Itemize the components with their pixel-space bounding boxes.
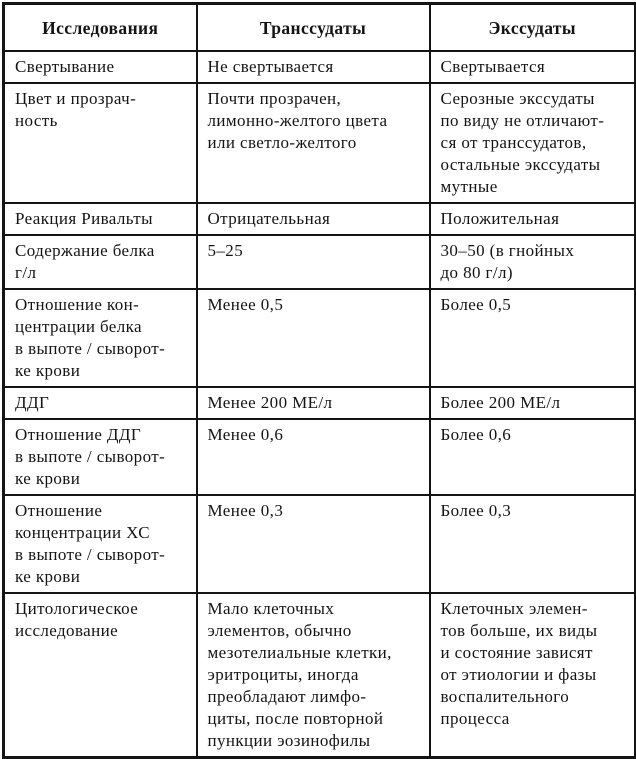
exudates-cell: Клеточных элемен- тов больше, их виды и … bbox=[428, 592, 636, 759]
transudates-cell: Менее 0,6 bbox=[195, 418, 431, 496]
exudates-cell: Свертывается bbox=[428, 50, 636, 84]
table-row: ДДГ Менее 200 МЕ/л Более 200 МЕ/л bbox=[2, 386, 636, 420]
exudates-cell: Более 0,6 bbox=[428, 418, 636, 496]
study-name-cell: Цитологическое исследование bbox=[2, 592, 198, 759]
exudates-cell: Более 0,5 bbox=[428, 288, 636, 388]
transudates-cell: Отрицателььная bbox=[195, 202, 431, 236]
exudates-cell: Более 200 МЕ/л bbox=[428, 386, 636, 420]
table-row: Свертывание Не свертывается Свертывается bbox=[2, 50, 636, 84]
study-name-cell: Содержание белка г/л bbox=[2, 234, 198, 290]
exudates-cell: Серозные экссудаты по виду не отличают- … bbox=[428, 82, 636, 204]
column-header-transudates: Транссудаты bbox=[195, 2, 431, 52]
study-name-cell: Свертывание bbox=[2, 50, 198, 84]
transudates-cell: Почти прозрачен, лимонно-желтого цвета и… bbox=[195, 82, 431, 204]
transudates-cell: Не свертывается bbox=[195, 50, 431, 84]
table-row: Отношение ДДГ в выпоте / сыворот- ке кро… bbox=[2, 418, 636, 496]
transudates-cell: 5–25 bbox=[195, 234, 431, 290]
column-header-exudates: Экссудаты bbox=[428, 2, 636, 52]
exudates-cell: Положительная bbox=[428, 202, 636, 236]
study-name-cell: Отношение ДДГ в выпоте / сыворот- ке кро… bbox=[2, 418, 198, 496]
transudates-cell: Менее 0,3 bbox=[195, 494, 431, 594]
exudates-cell: Более 0,3 bbox=[428, 494, 636, 594]
study-name-cell: Цвет и прозрач- ность bbox=[2, 82, 198, 204]
study-name-cell: Отношение кон- центрации белка в выпоте … bbox=[2, 288, 198, 388]
study-name-cell: ДДГ bbox=[2, 386, 198, 420]
study-name-cell: Реакция Ривальты bbox=[2, 202, 198, 236]
table-row: Содержание белка г/л 5–25 30–50 (в гнойн… bbox=[2, 234, 636, 290]
study-name-cell: Отношение концентрации ХС в выпоте / сыв… bbox=[2, 494, 198, 594]
transudates-cell: Менее 200 МЕ/л bbox=[195, 386, 431, 420]
table-row: Цитологическое исследование Мало клеточн… bbox=[2, 592, 636, 759]
exudates-cell: 30–50 (в гнойных до 80 г/л) bbox=[428, 234, 636, 290]
table-row: Отношение концентрации ХС в выпоте / сыв… bbox=[2, 494, 636, 594]
header-row: Исследования Транссудаты Экссудаты bbox=[2, 2, 636, 52]
table-row: Реакция Ривальты Отрицателььная Положите… bbox=[2, 202, 636, 236]
column-header-studies: Исследования bbox=[2, 2, 198, 52]
table-row: Отношение кон- центрации белка в выпоте … bbox=[2, 288, 636, 388]
table-row: Цвет и прозрач- ность Почти прозрачен, л… bbox=[2, 82, 636, 204]
transudates-cell: Менее 0,5 bbox=[195, 288, 431, 388]
transudates-cell: Мало клеточных элементов, обычно мезотел… bbox=[195, 592, 431, 759]
